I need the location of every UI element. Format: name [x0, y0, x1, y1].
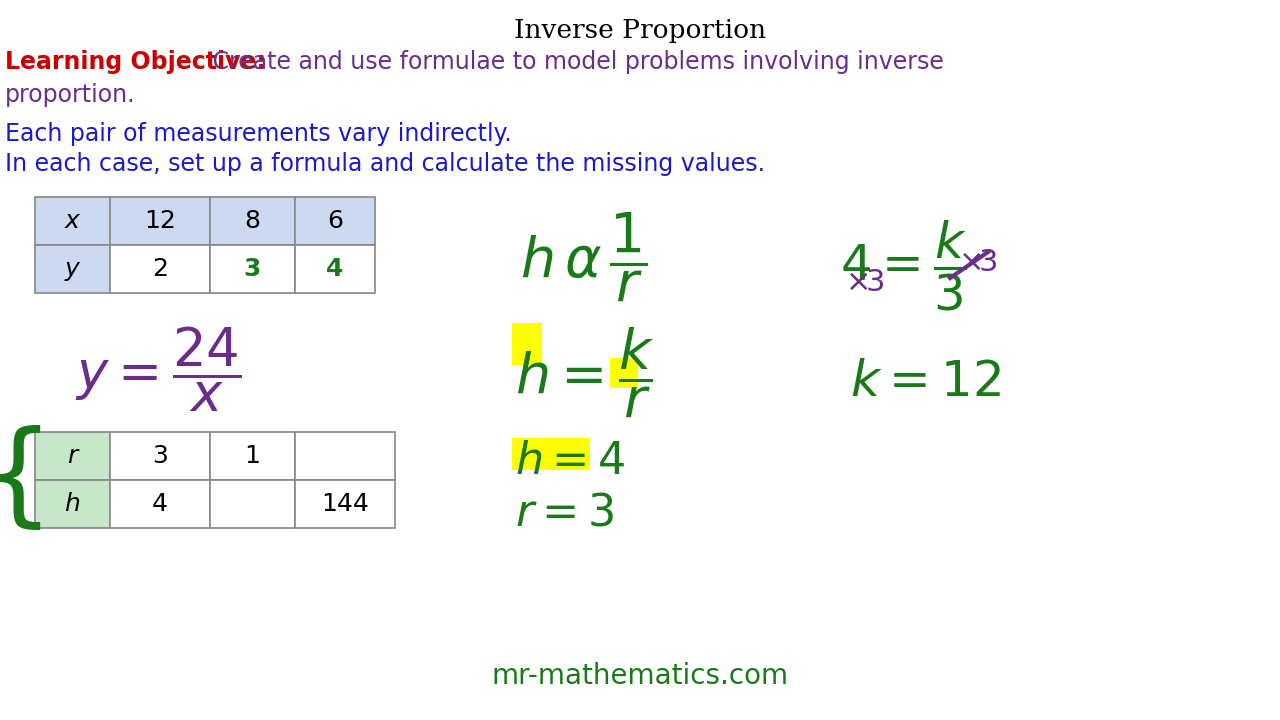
Text: Inverse Proportion: Inverse Proportion — [515, 18, 765, 43]
Bar — [512, 438, 590, 470]
Bar — [35, 480, 110, 528]
Bar — [110, 197, 210, 245]
Bar — [210, 245, 294, 293]
Text: Learning Objective:: Learning Objective: — [5, 50, 266, 74]
Text: $h = \dfrac{k}{r}$: $h = \dfrac{k}{r}$ — [515, 325, 654, 419]
Bar — [35, 432, 110, 480]
Text: 3: 3 — [152, 444, 168, 468]
Text: 144: 144 — [321, 492, 369, 516]
Text: 1: 1 — [244, 444, 260, 468]
Text: 4: 4 — [326, 257, 344, 281]
Text: 2: 2 — [152, 257, 168, 281]
Bar — [110, 480, 210, 528]
Bar — [210, 432, 294, 480]
Text: In each case, set up a formula and calculate the missing values.: In each case, set up a formula and calcu… — [5, 152, 765, 176]
Text: $\times\!3$: $\times\!3$ — [957, 248, 997, 277]
Text: $r=3$: $r=3$ — [515, 492, 614, 535]
Text: y: y — [65, 257, 79, 281]
Bar — [35, 245, 110, 293]
Bar — [35, 197, 110, 245]
Bar — [294, 245, 375, 293]
Text: 8: 8 — [244, 209, 261, 233]
Text: $y = \dfrac{24}{x}$: $y = \dfrac{24}{x}$ — [76, 325, 242, 415]
Text: Each pair of measurements vary indirectly.: Each pair of measurements vary indirectl… — [5, 122, 512, 146]
Text: 4: 4 — [152, 492, 168, 516]
Text: h: h — [64, 492, 81, 516]
Text: 6: 6 — [326, 209, 343, 233]
Bar — [611, 358, 637, 388]
Text: proportion.: proportion. — [5, 83, 136, 107]
Bar — [210, 197, 294, 245]
Text: $h\,\alpha\,\dfrac{1}{r}$: $h\,\alpha\,\dfrac{1}{r}$ — [520, 210, 648, 303]
Bar — [210, 480, 294, 528]
Text: $h=4$: $h=4$ — [515, 440, 626, 483]
Text: {: { — [0, 425, 54, 536]
Text: Create and use formulae to model problems involving inverse: Create and use formulae to model problem… — [205, 50, 943, 74]
Text: $k = 12$: $k = 12$ — [850, 358, 1001, 406]
Text: 3: 3 — [243, 257, 261, 281]
Bar — [110, 432, 210, 480]
Bar — [512, 323, 541, 365]
Text: r: r — [68, 444, 78, 468]
Bar — [294, 480, 396, 528]
Text: 12: 12 — [145, 209, 175, 233]
Bar — [110, 245, 210, 293]
Text: mr-mathematics.com: mr-mathematics.com — [492, 662, 788, 690]
Bar — [294, 197, 375, 245]
Bar — [294, 432, 396, 480]
Text: $4 = \dfrac{k}{3}$: $4 = \dfrac{k}{3}$ — [840, 218, 966, 312]
Text: x: x — [65, 209, 79, 233]
Text: $\times\!3$: $\times\!3$ — [845, 268, 884, 297]
